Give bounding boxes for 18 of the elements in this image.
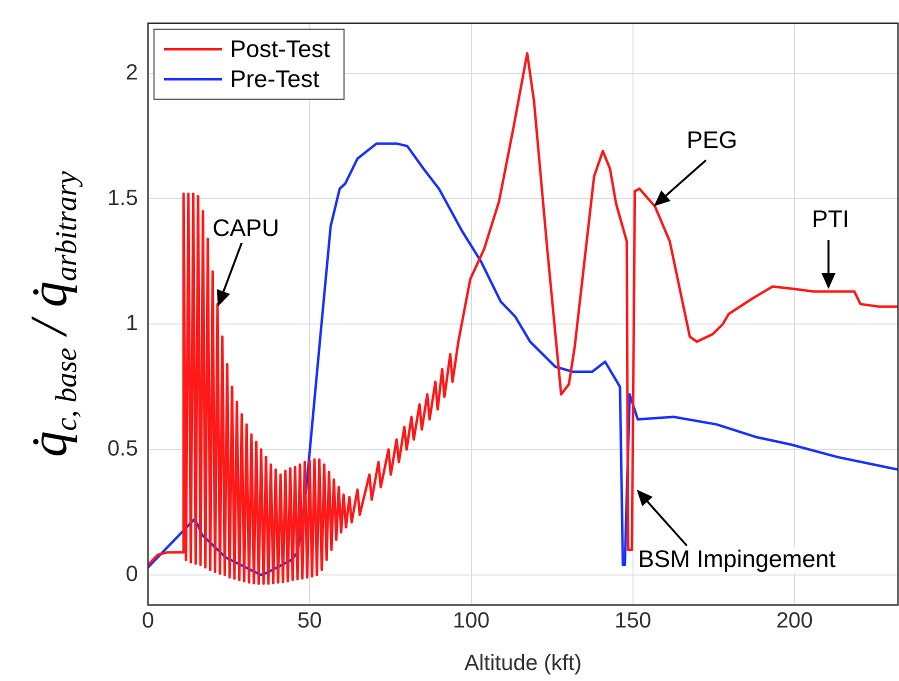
annotation: CAPU xyxy=(209,214,282,243)
legend-label: Post-Test xyxy=(230,36,330,63)
annotation: BSM Impingement xyxy=(635,546,838,574)
x-tick-label: 50 xyxy=(297,607,322,632)
annotation: PEG xyxy=(684,127,740,156)
legend-label: Pre-Test xyxy=(230,66,320,93)
y-tick-label: 2 xyxy=(126,59,138,84)
annotation: PTI xyxy=(808,206,852,234)
y-tick-label: 0 xyxy=(126,560,138,586)
y-tick-label: 1 xyxy=(126,310,138,336)
y-tick-label: 1.5 xyxy=(107,184,138,210)
x-tick-label: 0 xyxy=(142,607,154,632)
x-tick-label: 150 xyxy=(614,607,652,632)
x-tick-label: 100 xyxy=(452,607,490,632)
x-axis-title: Altitude (kft) xyxy=(464,650,582,675)
x-tick-label: 200 xyxy=(776,607,813,632)
y-tick-label: 0.5 xyxy=(107,436,138,461)
y-axis-title: q̇c, base / q̇arbitrary xyxy=(21,170,83,457)
